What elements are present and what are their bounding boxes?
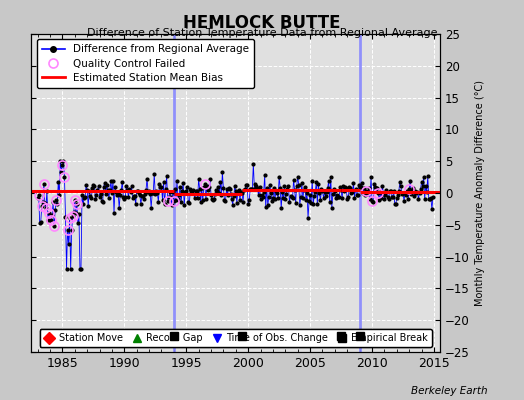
Text: HEMLOCK BUTTE: HEMLOCK BUTTE	[183, 14, 341, 32]
Y-axis label: Monthly Temperature Anomaly Difference (°C): Monthly Temperature Anomaly Difference (…	[475, 80, 485, 306]
Text: Difference of Station Temperature Data from Regional Average: Difference of Station Temperature Data f…	[87, 28, 437, 38]
Text: Berkeley Earth: Berkeley Earth	[411, 386, 487, 396]
Legend: Station Move, Record Gap, Time of Obs. Change, Empirical Break: Station Move, Record Gap, Time of Obs. C…	[39, 329, 432, 347]
